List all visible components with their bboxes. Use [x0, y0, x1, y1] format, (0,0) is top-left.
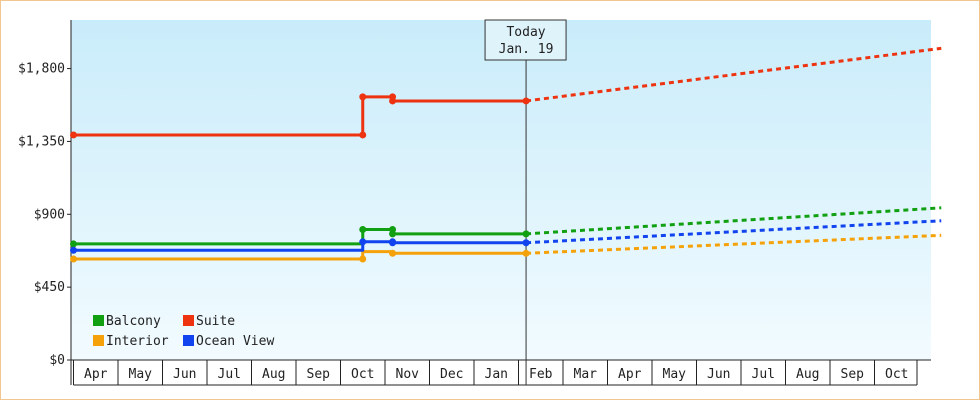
- legend-label: Ocean View: [196, 334, 274, 349]
- data-point: [70, 131, 77, 139]
- data-point: [522, 249, 530, 257]
- series-line-forecast: [525, 206, 942, 236]
- data-point: [359, 238, 367, 246]
- x-tick-label: Nov: [396, 367, 420, 382]
- x-tick-label: Jun: [173, 367, 196, 382]
- data-point: [522, 97, 530, 105]
- x-tick-label: Aug: [796, 367, 819, 382]
- data-point: [359, 226, 367, 234]
- series-line-forecast: [526, 233, 942, 255]
- data-point: [522, 239, 530, 247]
- today-label: Today: [506, 25, 545, 40]
- series-line-forecast: [525, 219, 942, 245]
- x-tick-label: Aug: [262, 367, 285, 382]
- legend-label: Balcony: [106, 314, 161, 329]
- x-tick-label: Sep: [307, 367, 331, 382]
- x-tick-label: Oct: [351, 367, 374, 382]
- data-point: [389, 249, 397, 257]
- x-tick-label: Apr: [84, 367, 108, 382]
- x-tick-label: Apr: [618, 367, 642, 382]
- y-tick-label: $900: [34, 207, 65, 222]
- legend-swatch: [93, 335, 104, 346]
- data-point: [359, 93, 367, 101]
- today-date-label: Jan. 19: [499, 42, 554, 57]
- y-tick-label: $1,800: [18, 62, 65, 77]
- series-line-history: [73, 95, 527, 137]
- legend-label: Suite: [196, 314, 235, 329]
- x-tick-label: Oct: [885, 367, 908, 382]
- legend-swatch: [183, 315, 194, 326]
- legend-label: Interior: [106, 334, 169, 349]
- data-point: [389, 239, 397, 247]
- data-point: [70, 255, 77, 263]
- data-point: [70, 246, 77, 254]
- data-point: [359, 255, 367, 263]
- series-line-history: [73, 228, 527, 246]
- x-tick-label: May: [663, 367, 687, 382]
- data-point: [70, 240, 77, 248]
- y-tick-label: $1,350: [18, 134, 65, 149]
- x-tick-label: Sep: [841, 367, 865, 382]
- data-point: [359, 131, 367, 139]
- data-point: [389, 97, 397, 105]
- x-tick-label: Dec: [440, 367, 463, 382]
- legend-swatch: [93, 315, 104, 326]
- x-tick-label: Feb: [529, 367, 553, 382]
- today-label-box: [484, 19, 567, 61]
- series-line-history: [73, 250, 527, 261]
- data-point: [389, 230, 397, 238]
- x-tick-label: Jan: [485, 367, 508, 382]
- y-tick-label: $0: [49, 353, 65, 368]
- x-tick-label: Mar: [574, 367, 598, 382]
- legend-swatch: [183, 335, 194, 346]
- x-tick-label: Jun: [707, 367, 730, 382]
- data-point: [522, 230, 530, 238]
- x-tick-label: Jul: [218, 367, 241, 382]
- plot-area: [71, 20, 931, 360]
- series-line-forecast: [525, 46, 942, 103]
- y-tick-label: $450: [34, 280, 65, 295]
- series-line-history: [73, 240, 527, 252]
- x-tick-label: May: [129, 367, 153, 382]
- x-tick-label: Jul: [752, 367, 775, 382]
